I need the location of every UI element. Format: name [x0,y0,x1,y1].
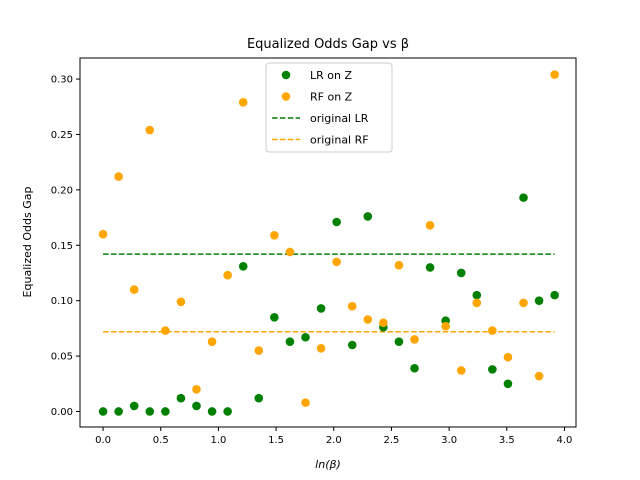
point-series-1-18 [363,212,373,221]
x-tick-label: 1.0 [210,435,226,446]
legend-label-3: original LR [310,112,369,125]
point-series-1-25 [472,290,482,300]
point-series-1-10 [238,262,248,271]
point-series-1-5 [161,407,170,416]
point-series-1-22 [425,263,435,272]
y-tick-label: 0.20 [51,185,73,196]
point-series-1-27 [503,379,513,389]
point-series-1-28 [519,193,528,202]
point-series-1-8 [207,407,217,416]
y-tick-label: 0.05 [51,352,73,363]
y-tick-label: 0.25 [51,130,73,141]
point-series-1-12 [270,312,279,322]
y-axis: 0.00 0.05 0.10 0.15 0.20 0.25 0.30 [51,75,80,418]
legend: LR on Z RF on Z original LR original RF [265,62,393,153]
x-tick-label: 3.0 [441,435,457,446]
plot-frame [79,57,577,428]
legend-frame [265,62,393,153]
point-series-2-6 [176,297,186,307]
point-series-1-16 [332,217,341,227]
point-series-2-1 [98,229,108,239]
point-series-2-23 [441,321,450,331]
point-series-2-25 [472,298,482,308]
point-series-2-3 [129,285,139,294]
legend-marker-2 [281,92,291,101]
y-tick-label: 0.00 [51,407,73,418]
point-series-2-5 [161,326,170,335]
point-series-2-9 [223,270,232,280]
point-series-2-28 [519,298,528,308]
legend-label-4: original RF [310,134,369,147]
point-series-1-6 [176,393,186,403]
y-axis-label: Equalized Odds Gap [21,187,34,298]
point-series-1-1 [98,407,108,416]
point-series-1-15 [316,304,326,313]
y-tick-label: 0.30 [51,75,73,86]
point-series-2-22 [425,221,435,230]
legend-label-1: LR on Z [310,69,352,82]
point-series-2-15 [316,344,326,353]
point-series-1-3 [129,401,139,411]
legend-label-2: RF on Z [310,91,353,104]
chart-title: Equalized Odds Gap vs β [247,37,409,52]
point-series-2-11 [254,346,264,355]
x-tick-label: 2.0 [326,435,342,446]
point-series-1-11 [254,393,264,403]
point-series-2-8 [207,337,217,346]
point-series-2-10 [238,98,248,107]
point-series-1-30 [550,290,559,300]
point-series-2-17 [347,301,357,311]
point-series-1-9 [223,407,232,416]
x-tick-label: 1.5 [268,435,284,446]
point-series-2-4 [145,125,155,135]
point-series-2-19 [379,318,388,328]
point-series-2-20 [394,260,404,270]
point-series-2-29 [534,371,544,381]
point-series-2-13 [285,247,295,257]
point-series-2-2 [114,172,123,181]
x-axis-label: ln(β) [315,458,341,471]
point-series-2-12 [270,230,279,240]
legend-marker-1 [281,70,291,80]
point-series-2-18 [363,315,373,324]
point-series-2-21 [410,335,419,344]
point-series-1-29 [534,296,544,305]
point-series-1-24 [456,268,466,278]
point-series-1-7 [192,401,201,411]
point-series-2-14 [301,398,310,407]
point-series-2-27 [503,352,513,362]
x-tick-label: 2.5 [383,435,399,446]
point-series-1-26 [488,365,497,374]
point-series-1-13 [285,337,295,346]
point-series-1-17 [347,340,357,350]
point-series-2-7 [192,385,201,394]
point-series-1-4 [145,407,155,416]
point-series-2-16 [332,257,341,267]
x-tick-label: 4.0 [557,435,573,446]
y-tick-label: 0.10 [51,296,73,307]
x-tick-label: 3.5 [499,435,515,446]
point-series-1-20 [394,337,404,346]
point-series-2-30 [550,70,559,79]
point-series-2-24 [456,366,466,375]
point-series-1-2 [114,407,123,416]
x-tick-label: 0.0 [95,435,111,446]
y-tick-label: 0.15 [51,241,73,252]
point-series-1-21 [410,363,419,373]
plot-area [98,70,559,416]
point-series-2-26 [488,326,497,335]
x-tick-label: 0.5 [153,435,169,446]
point-series-1-14 [301,332,310,342]
x-axis: 0.0 0.5 1.0 1.5 2.0 2.5 3.0 3.5 4.0 [95,427,572,446]
